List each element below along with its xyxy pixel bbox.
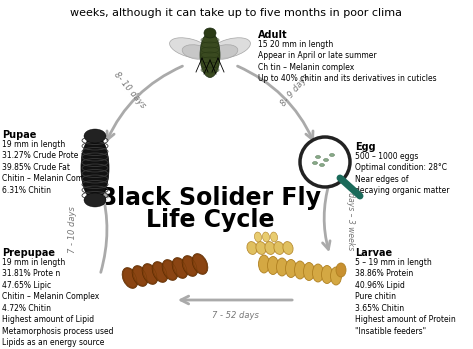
Ellipse shape [315, 156, 321, 158]
Ellipse shape [295, 261, 306, 279]
Ellipse shape [200, 32, 220, 77]
Ellipse shape [162, 260, 178, 280]
Text: 19 mm in length
31.27% Crude Prote n
39.85% Crude Fat
Chitin – Melanin Complex
6: 19 mm in length 31.27% Crude Prote n 39.… [2, 140, 99, 195]
Text: 8- 10 days: 8- 10 days [112, 70, 148, 110]
Ellipse shape [277, 258, 288, 276]
Ellipse shape [81, 135, 109, 200]
Ellipse shape [304, 262, 315, 281]
Ellipse shape [265, 242, 275, 254]
Ellipse shape [274, 242, 284, 254]
Ellipse shape [283, 242, 293, 254]
Ellipse shape [84, 193, 106, 207]
Text: Adult: Adult [258, 30, 288, 40]
Text: 7 - 10 days: 7 - 10 days [68, 207, 77, 253]
Ellipse shape [286, 260, 297, 277]
Ellipse shape [122, 268, 138, 288]
Text: 8- 9 days: 8- 9 days [279, 72, 311, 108]
Circle shape [300, 137, 350, 187]
Ellipse shape [152, 262, 168, 282]
Text: Egg: Egg [355, 142, 376, 152]
Ellipse shape [256, 242, 266, 254]
Ellipse shape [142, 263, 158, 284]
Ellipse shape [331, 267, 342, 285]
Ellipse shape [172, 258, 188, 279]
Text: Prepupae: Prepupae [2, 248, 55, 258]
Text: 5 – 19 mm in length
38.86% Protein
40.96% Lipid
Pure chitin
3.65% Chitin
Highest: 5 – 19 mm in length 38.86% Protein 40.96… [355, 258, 456, 336]
Ellipse shape [84, 129, 106, 143]
Ellipse shape [319, 163, 324, 166]
Ellipse shape [313, 162, 317, 164]
Text: Larvae: Larvae [355, 248, 392, 258]
Text: 7 - 52 days: 7 - 52 days [211, 311, 258, 319]
Text: Black Solider Fly: Black Solider Fly [99, 186, 321, 210]
Ellipse shape [204, 28, 216, 38]
Ellipse shape [322, 266, 333, 283]
Ellipse shape [247, 242, 257, 254]
Ellipse shape [268, 257, 279, 275]
Ellipse shape [182, 255, 198, 276]
Ellipse shape [259, 255, 270, 273]
Ellipse shape [132, 266, 148, 287]
Text: 19 mm in length
31.81% Prote n
47.65% Lipic
Chitin – Melanin Complex
4.72% Chiti: 19 mm in length 31.81% Prote n 47.65% Li… [2, 258, 114, 347]
Ellipse shape [254, 232, 262, 242]
Ellipse shape [210, 45, 238, 59]
Ellipse shape [324, 158, 329, 162]
Text: weeks, although it can take up to five months in poor clima: weeks, although it can take up to five m… [70, 8, 402, 18]
Ellipse shape [271, 232, 278, 242]
Ellipse shape [170, 38, 210, 58]
Ellipse shape [182, 45, 210, 59]
Text: 4 days – 3 weeks: 4 days – 3 weeks [345, 185, 354, 251]
Ellipse shape [263, 232, 270, 242]
Text: 500 – 1000 eggs
Optimal condition: 28°C
Near edges of
decaying organic matter: 500 – 1000 eggs Optimal condition: 28°C … [355, 152, 449, 195]
Text: Pupae: Pupae [2, 130, 36, 140]
Text: Life Cycle: Life Cycle [146, 208, 274, 232]
Ellipse shape [192, 254, 208, 274]
Text: 15 20 mm in length
Appear in April or late summer
Ch tin – Melanin complex
Up to: 15 20 mm in length Appear in April or la… [258, 40, 437, 83]
Ellipse shape [210, 38, 250, 58]
Ellipse shape [336, 263, 346, 277]
Ellipse shape [313, 264, 324, 282]
Ellipse shape [330, 154, 334, 156]
